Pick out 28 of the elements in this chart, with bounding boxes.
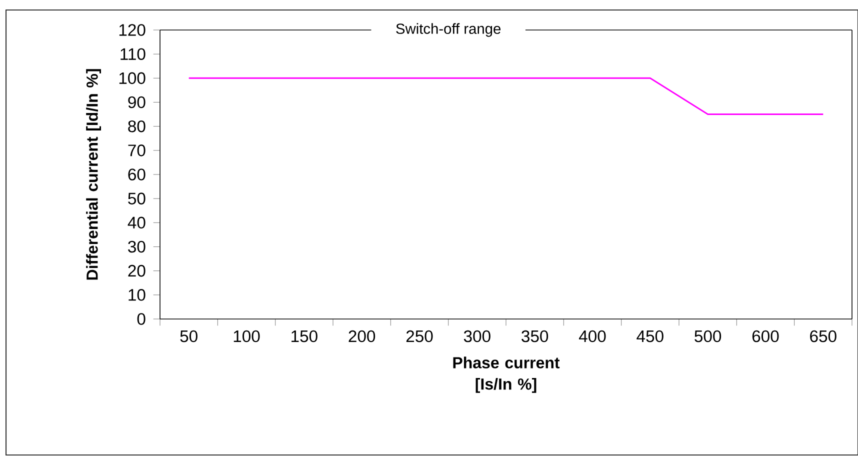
y-tick-label: 40 bbox=[128, 216, 146, 229]
y-tick-label: 100 bbox=[119, 72, 146, 84]
x-tick-label: 650 bbox=[810, 330, 836, 342]
x-tick-label: 200 bbox=[348, 330, 376, 342]
x-tick-label: 500 bbox=[694, 330, 722, 342]
x-tick-label: 250 bbox=[406, 330, 433, 342]
x-tick-label: 450 bbox=[636, 330, 664, 342]
y-tick-label: 90 bbox=[128, 96, 146, 108]
x-tick-label: 350 bbox=[522, 330, 548, 342]
x-tick-label: 400 bbox=[578, 330, 606, 342]
y-axis-title: Differential current [Id/In %] bbox=[86, 69, 102, 280]
x-tick-label: 600 bbox=[752, 330, 779, 342]
x-tick-label: 150 bbox=[292, 330, 318, 342]
chart-title: Switch-off range bbox=[396, 23, 501, 37]
y-tick-label: 70 bbox=[128, 144, 146, 156]
y-tick-label: 80 bbox=[128, 120, 146, 132]
y-tick-label: 20 bbox=[128, 264, 146, 277]
y-tick-label: 120 bbox=[119, 24, 146, 36]
x-tick-label: 100 bbox=[234, 330, 260, 342]
y-tick-label: 0 bbox=[137, 313, 146, 325]
x-axis-title: Phase current [Is/In %] bbox=[453, 356, 560, 393]
x-tick-label: 50 bbox=[180, 330, 198, 342]
y-tick-label: 50 bbox=[128, 192, 146, 204]
x-tick-label: 300 bbox=[464, 330, 490, 342]
y-tick-label: 110 bbox=[120, 48, 146, 60]
y-tick-label: 60 bbox=[128, 168, 146, 180]
y-tick-label: 10 bbox=[128, 289, 146, 301]
y-tick-label: 30 bbox=[128, 240, 146, 253]
